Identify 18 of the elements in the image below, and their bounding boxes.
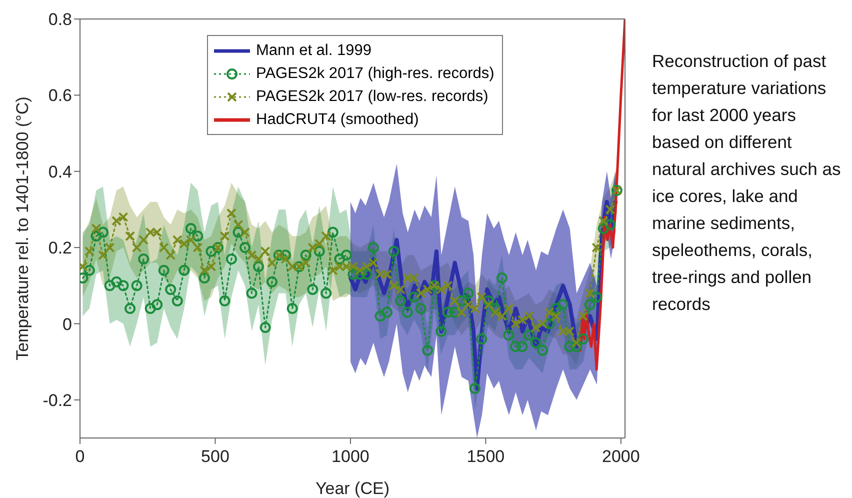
- legend-label: Mann et al. 1999: [256, 41, 372, 61]
- y-tick-label: 0: [62, 314, 72, 334]
- y-tick-label: 0.4: [48, 162, 72, 182]
- y-tick-label: 0.8: [48, 10, 72, 30]
- legend-label: PAGES2k 2017 (low-res. records): [256, 87, 488, 107]
- x-tick-label: 0: [75, 447, 85, 466]
- x-tick-label: 2000: [602, 447, 640, 466]
- x-axis-title: Year (CE): [315, 479, 390, 498]
- x-tick-label: 1500: [466, 447, 505, 466]
- x-tick-label: 1000: [332, 447, 370, 466]
- y-tick-label: 0.2: [48, 238, 72, 258]
- y-tick-label: 0.6: [48, 86, 72, 106]
- y-axis-title: Temperature rel. to 1401-1800 (°C): [13, 96, 32, 360]
- legend-label: HadCRUT4 (smoothed): [256, 110, 419, 130]
- y-tick-label: -0.2: [42, 390, 72, 410]
- text: Reconstruction of past temperature variations for last 2000 years based on different natural archives such as ice cores, lake and marine sediments, speleothems, corals, tree-rings and pollen records: [652, 51, 841, 314]
- legend-label: PAGES2k 2017 (high-res. records): [256, 64, 494, 84]
- x-tick-label: 500: [201, 447, 230, 466]
